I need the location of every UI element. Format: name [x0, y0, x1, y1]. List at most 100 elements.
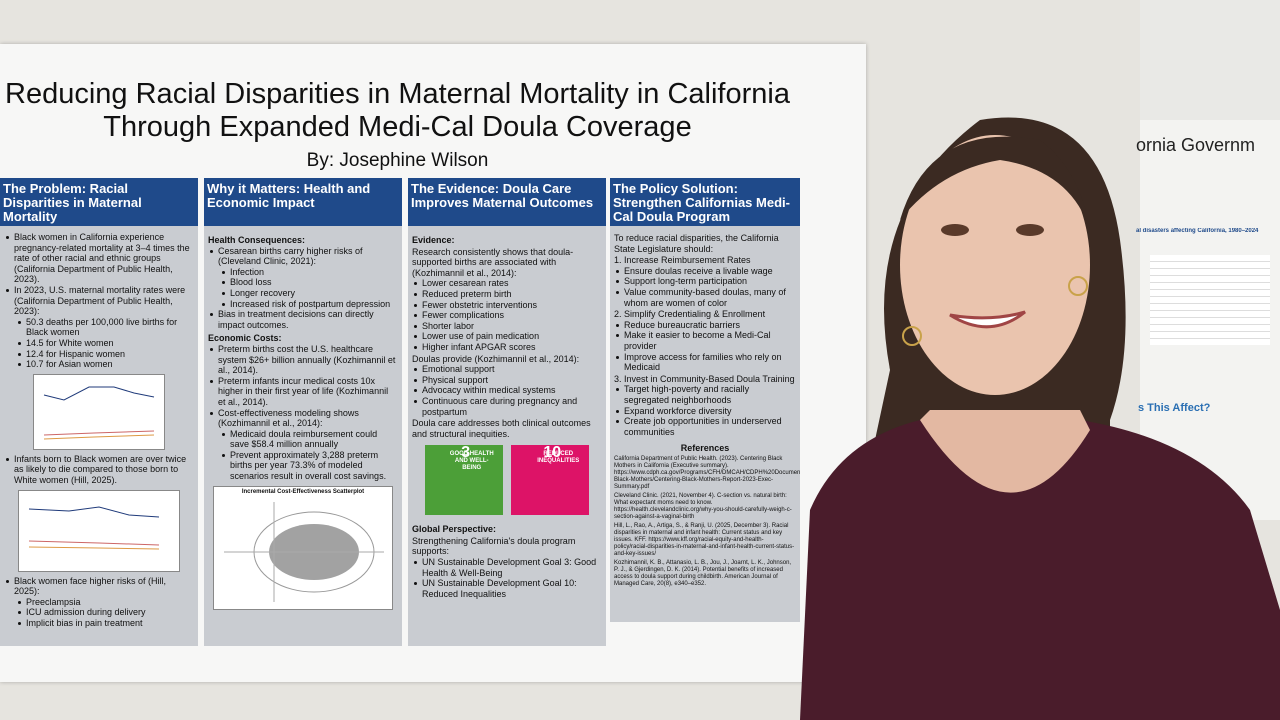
- bullet: Black women in California experience pre…: [4, 232, 194, 285]
- bullet: Cesarean births carry higher risks of (C…: [208, 246, 398, 267]
- section-label: Economic Costs:: [208, 333, 282, 344]
- bullet: Fewer complications: [412, 310, 602, 321]
- bullet: Advocacy within medical systems: [412, 385, 602, 396]
- text-block: Evidence: Research consistently shows tha…: [412, 235, 602, 439]
- bullet: ICU admission during delivery: [16, 607, 194, 618]
- chart-sketch: [28, 505, 160, 549]
- column-body: Evidence: Research consistently shows tha…: [408, 226, 606, 646]
- bullet: In 2023, U.S. maternal mortality rates w…: [4, 285, 194, 317]
- bullet: Fewer obstetric interventions: [412, 300, 602, 311]
- bullet: Black women face higher risks of (Hill, …: [4, 576, 194, 597]
- poster-subtitle: al disasters affecting California, 1980–…: [1136, 228, 1259, 234]
- paragraph: 1. Increase Reimbursement Rates: [614, 255, 751, 266]
- bullet: Infants born to Black women are over twi…: [4, 454, 194, 486]
- bullet: Reduced preterm birth: [412, 289, 602, 300]
- bullet: Prevent approximately 3,288 preterm birt…: [220, 450, 398, 482]
- text-block: Global Perspective: Strengthening Califor…: [412, 524, 602, 599]
- section-label: Evidence:: [412, 235, 455, 245]
- neck: [920, 410, 1090, 493]
- bullet: Value community-based doulas, many of wh…: [614, 287, 796, 308]
- reference: California Department of Public Health. …: [614, 455, 800, 490]
- sdg-label: REDUCED INEQUALITIES: [537, 451, 580, 465]
- bullet: Increased risk of postpartum depression: [220, 299, 398, 310]
- paragraph: Doulas provide (Kozhimannil et al., 2014…: [412, 353, 580, 364]
- bullet: Target high-poverty and racially segrega…: [614, 384, 796, 405]
- bullet: Lower use of pain medication: [412, 331, 602, 342]
- bullet: Improve access for families who rely on …: [614, 352, 796, 373]
- bullet: UN Sustainable Development Goal 10: Redu…: [412, 578, 602, 599]
- sdg-tile: 10 REDUCED INEQUALITIES: [511, 444, 590, 516]
- sdg-number: 10: [543, 444, 562, 462]
- column: The Evidence: Doula Care Improves Matern…: [408, 178, 606, 646]
- bullet: Ensure doulas receive a livable wage: [614, 266, 796, 277]
- line: [28, 540, 160, 545]
- column-heading: Why it Matters: Health and Economic Impa…: [204, 178, 402, 226]
- column-heading: The Evidence: Doula Care Improves Matern…: [408, 178, 606, 226]
- table-image: [1150, 255, 1270, 345]
- bullet: Infection: [220, 267, 398, 278]
- bullet: Preterm infants incur medical costs 10x …: [208, 376, 398, 408]
- line: [43, 386, 155, 401]
- eye: [1016, 224, 1044, 236]
- earring: [902, 326, 922, 346]
- bullet: Expand workforce diversity: [614, 406, 796, 417]
- hair-front: [900, 136, 1090, 230]
- column: The Problem: Racial Disparities in Mater…: [0, 178, 198, 646]
- bullet: Continuous care during pregnancy and pos…: [412, 396, 602, 417]
- bullet: Longer recovery: [220, 288, 398, 299]
- shirt: [800, 420, 1280, 720]
- column: The Policy Solution: Strengthen Californ…: [610, 178, 800, 622]
- line: [28, 546, 160, 549]
- bullet: Bias in treatment decisions can directly…: [208, 309, 398, 330]
- column-heading: The Policy Solution: Strengthen Californ…: [610, 178, 800, 226]
- paragraph: To reduce racial disparities, the Califo…: [614, 233, 779, 254]
- column-body: Health Consequences: Cesarean births carr…: [204, 226, 402, 646]
- smile: [949, 310, 1026, 329]
- paragraph: 2. Simplify Credentialing & Enrollment: [614, 309, 766, 320]
- line: [43, 430, 155, 436]
- bullet: Make it easier to become a Medi-Cal prov…: [614, 330, 796, 351]
- chart-sketch: [43, 386, 155, 440]
- bullet: Medicaid doula reimbursement could save …: [220, 429, 398, 450]
- sdg-tile: 3 GOOD HEALTH AND WELL-BEING: [424, 444, 503, 516]
- bullet: 10.7 for Asian women: [16, 359, 194, 370]
- text-block: Health Consequences: Cesarean births carr…: [208, 235, 398, 482]
- column-heading: The Problem: Racial Disparities in Mater…: [0, 178, 198, 226]
- reference: Cleveland Clinic. (2021, November 4). C-…: [614, 492, 792, 520]
- bullet: Physical support: [412, 375, 602, 386]
- line: [43, 434, 155, 440]
- paragraph: Strengthening California's doula program…: [412, 535, 576, 557]
- bullet: Emotional support: [412, 364, 602, 375]
- bullet: Preeclampsia: [16, 597, 194, 608]
- section-label: Global Perspective:: [412, 524, 497, 535]
- column-body: Black women in California experience pre…: [0, 226, 198, 646]
- poster-title: Reducing Racial Disparities in Maternal …: [5, 78, 790, 143]
- references-heading: References: [680, 443, 730, 454]
- bullet: 14.5 for White women: [16, 338, 194, 349]
- bullet: Blood loss: [220, 277, 398, 288]
- paragraph: Research consistently shows that doula-s…: [412, 246, 574, 278]
- poster-title: ornia Governm: [1136, 135, 1256, 155]
- paragraph: Doula care addresses both clinical outco…: [412, 418, 591, 439]
- bullet: Implicit bias in pain treatment: [16, 618, 194, 629]
- sdg-label: GOOD HEALTH AND WELL-BEING: [449, 451, 494, 472]
- second-poster: ornia Governm al disasters affecting Cal…: [1136, 0, 1280, 520]
- bullet: Lower cesarean rates: [412, 278, 602, 289]
- face: [900, 135, 1090, 395]
- line-chart-image: [18, 489, 180, 572]
- chart-sketch: [224, 502, 384, 603]
- bullet: Higher infant APGAR scores: [412, 342, 602, 353]
- column-body: To reduce racial disparities, the Califo…: [610, 226, 800, 622]
- eye: [941, 224, 969, 236]
- poster-top: [1140, 0, 1280, 120]
- poster-heading: s This Affect?: [1138, 402, 1211, 414]
- scatter-image: Incremental Cost-Effectiveness Scatterpl…: [213, 485, 393, 610]
- sdg-number: 3: [461, 444, 471, 462]
- bullet: Preterm births cost the U.S. healthcare …: [208, 344, 398, 376]
- figure-title: Incremental Cost-Effectiveness Scatterpl…: [241, 488, 365, 495]
- bullet: Reduce bureaucratic barriers: [614, 320, 796, 331]
- text-block: Black women face higher risks of (Hill, …: [4, 576, 194, 629]
- line: [28, 505, 160, 517]
- person: [800, 117, 1280, 720]
